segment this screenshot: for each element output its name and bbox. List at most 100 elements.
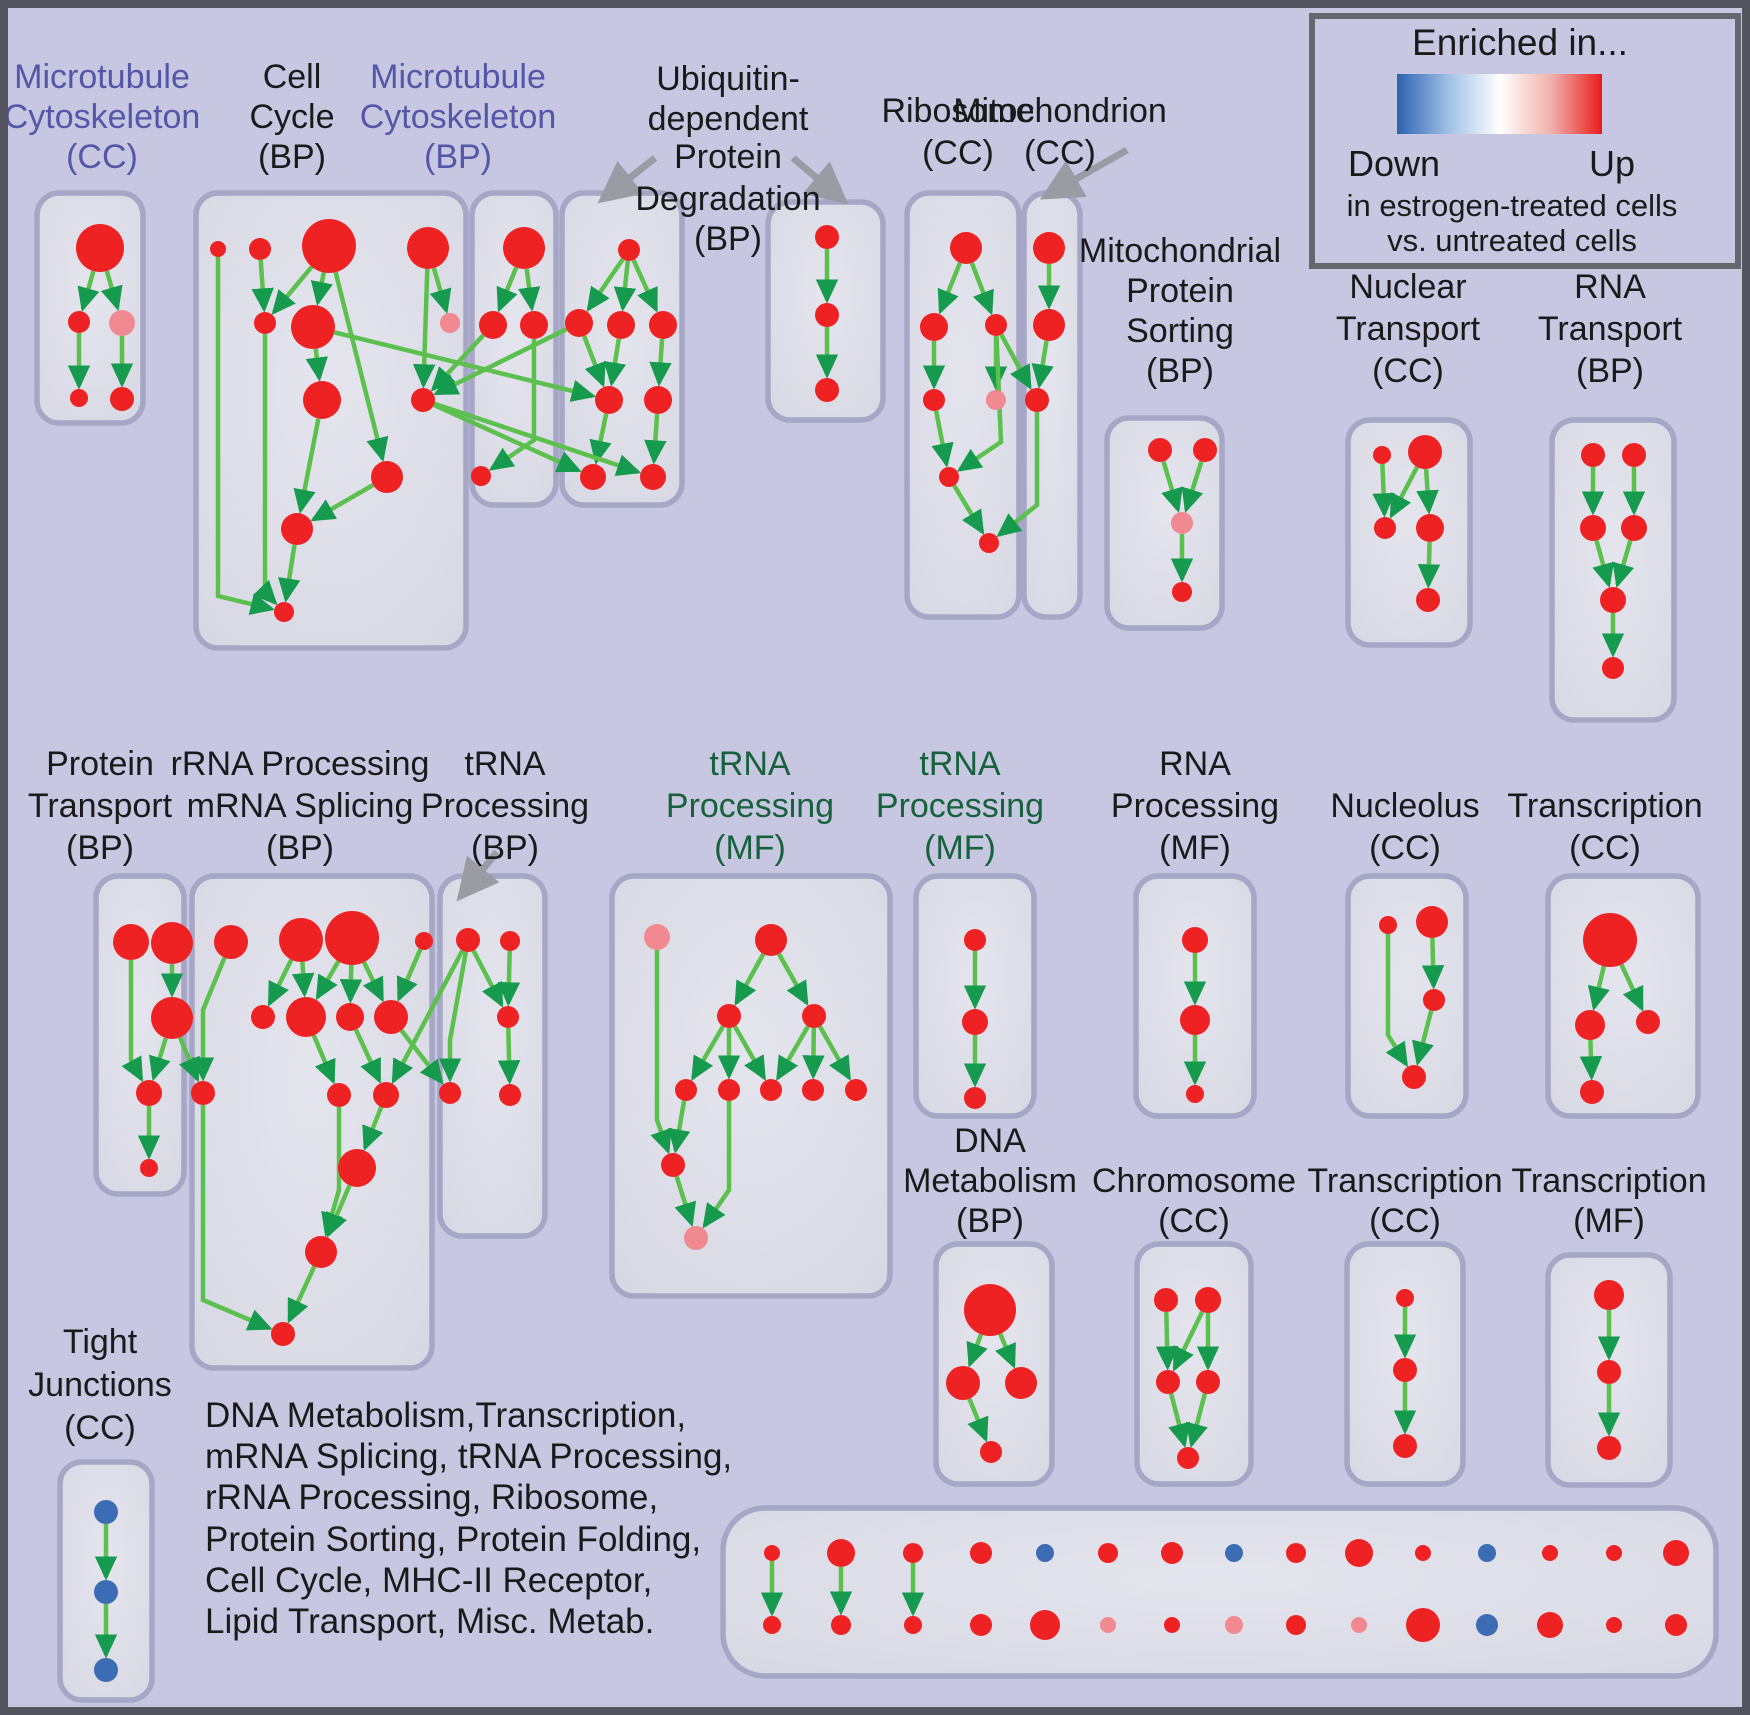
edge-arrow <box>1372 463 1395 518</box>
go-term-node <box>471 466 491 486</box>
go-term-node <box>1575 1010 1605 1040</box>
go-term-node <box>1033 232 1065 264</box>
go-term-node <box>946 1366 980 1400</box>
go-term-node <box>831 1615 851 1635</box>
go-term-node <box>565 309 593 337</box>
go-term-node <box>1100 1617 1116 1633</box>
label-rrna-mrna-bp-line: mRNA Splicing <box>187 787 414 825</box>
go-term-node <box>1393 1358 1417 1382</box>
label-cell-cycle-bp-line: Cycle <box>249 98 334 136</box>
go-term-node <box>1161 1542 1183 1564</box>
go-term-node <box>1345 1539 1373 1567</box>
edge-arrow <box>433 401 642 476</box>
go-term-node <box>718 1079 740 1101</box>
edge-arrow <box>966 1333 988 1368</box>
edge-arrow <box>1416 468 1439 515</box>
edge-arrow <box>1412 1010 1434 1066</box>
label-transcription-cc-mid: Transcription (CC) <box>1507 787 1702 867</box>
go-term-node <box>113 924 149 960</box>
go-term-node <box>94 1500 118 1524</box>
go-term-node <box>151 922 193 964</box>
go-term-node <box>214 925 248 959</box>
go-term-node <box>1597 1360 1621 1384</box>
go-term-node <box>151 997 193 1039</box>
go-term-node <box>964 1087 986 1109</box>
edge-arrow <box>271 265 314 315</box>
edge-arrow <box>817 1025 852 1081</box>
label-protein-transport-bp-line: (BP) <box>66 829 134 867</box>
go-term-node <box>302 219 356 273</box>
go-term-node <box>1416 514 1444 542</box>
edge-arrow <box>691 1025 725 1082</box>
go-term-node <box>939 467 959 487</box>
go-term-node <box>950 232 982 264</box>
go-term-node <box>1186 1085 1204 1103</box>
go-term-node <box>649 311 677 339</box>
label-mitochondrion-cc-line: Mitochondrion <box>953 92 1167 130</box>
label-microtubule-cytoskeleton-cc-line: (CC) <box>66 138 138 176</box>
edge-arrow <box>603 338 627 387</box>
go-term-node <box>1402 1065 1426 1089</box>
go-term-node <box>1195 1287 1221 1313</box>
label-dna-metabolism-bp-line: (BP) <box>956 1202 1024 1240</box>
go-term-node <box>1030 1610 1060 1640</box>
go-term-node <box>1580 515 1606 541</box>
label-mitochondrial-protein-sorting-bp-line: Sorting <box>1126 312 1234 350</box>
label-trna-processing-mf-2-line: tRNA <box>919 745 1001 783</box>
edge-arrow <box>267 958 294 1007</box>
label-mitochondrial-protein-sorting-bp-line: Mitochondrial <box>1079 232 1281 270</box>
edge-arrow <box>77 270 100 312</box>
go-term-node <box>845 1079 867 1101</box>
go-term-node <box>1374 517 1396 539</box>
edge-arrow <box>613 260 637 312</box>
edge-arrow <box>310 483 375 522</box>
label-cell-cycle-bp: Cell Cycle (BP) <box>249 58 334 176</box>
label-trna-processing-mf-1: tRNA Processing (MF) <box>666 745 834 867</box>
label-microtubule-cytoskeleton-bp: Microtubule Cytoskeleton (BP) <box>360 58 557 176</box>
edge-arrow <box>1421 937 1445 990</box>
uncluster-note-line: rRNA Processing, Ribosome, <box>205 1478 658 1517</box>
legend-subtitle-2: vs. untreated cells <box>1387 223 1637 258</box>
go-term-node <box>640 464 666 490</box>
label-rna-processing-mf-line: RNA <box>1159 745 1231 783</box>
group-box-chromosome <box>1134 1241 1254 1487</box>
edge-arrow <box>1181 460 1204 514</box>
group-box-transcription_cc_mid <box>1545 873 1701 1119</box>
go-term-node <box>1636 1010 1660 1034</box>
go-term-node <box>1537 1612 1563 1638</box>
edge-arrow <box>1592 539 1615 589</box>
go-term-node <box>1177 1447 1199 1469</box>
go-term-node <box>1622 443 1646 467</box>
label-mitochondrial-protein-sorting-bp-line: Protein <box>1126 272 1234 310</box>
go-term-node <box>763 1616 781 1634</box>
go-term-node <box>411 388 435 412</box>
go-term-node <box>305 1236 337 1268</box>
go-term-node <box>1193 438 1217 462</box>
annotation-arrow <box>597 155 658 204</box>
edge-arrow <box>396 948 423 1003</box>
uncluster-note-line: Cell Cycle, MHC-II Receptor, <box>205 1561 652 1600</box>
label-ubiquitin-degradation-bp-line: Degradation <box>635 180 820 218</box>
edge-arrow <box>1168 1393 1191 1448</box>
edge-arrow <box>177 1036 200 1083</box>
edge-arrow <box>1031 340 1054 389</box>
go-term-node <box>618 239 640 261</box>
go-term-node <box>456 928 480 952</box>
label-transcription-cc-bottom: Transcription (CC) <box>1307 1162 1502 1240</box>
go-term-node <box>1396 1289 1414 1307</box>
edge-arrow <box>649 338 672 387</box>
edge-arrow <box>438 951 469 1083</box>
legend-box <box>1309 13 1741 269</box>
go-term-node <box>1171 512 1193 534</box>
go-term-node <box>1665 1614 1687 1636</box>
edge-arrow <box>517 268 541 312</box>
label-mitochondrial-protein-sorting-bp-line: (BP) <box>1146 352 1214 390</box>
go-term-node <box>503 227 545 269</box>
edge-arrow <box>399 1029 444 1085</box>
edge-arrow <box>1385 934 1409 1068</box>
edge-arrow <box>995 1333 1016 1369</box>
edge-arrow <box>315 960 341 1001</box>
group-box-trna_bp <box>437 873 548 1239</box>
